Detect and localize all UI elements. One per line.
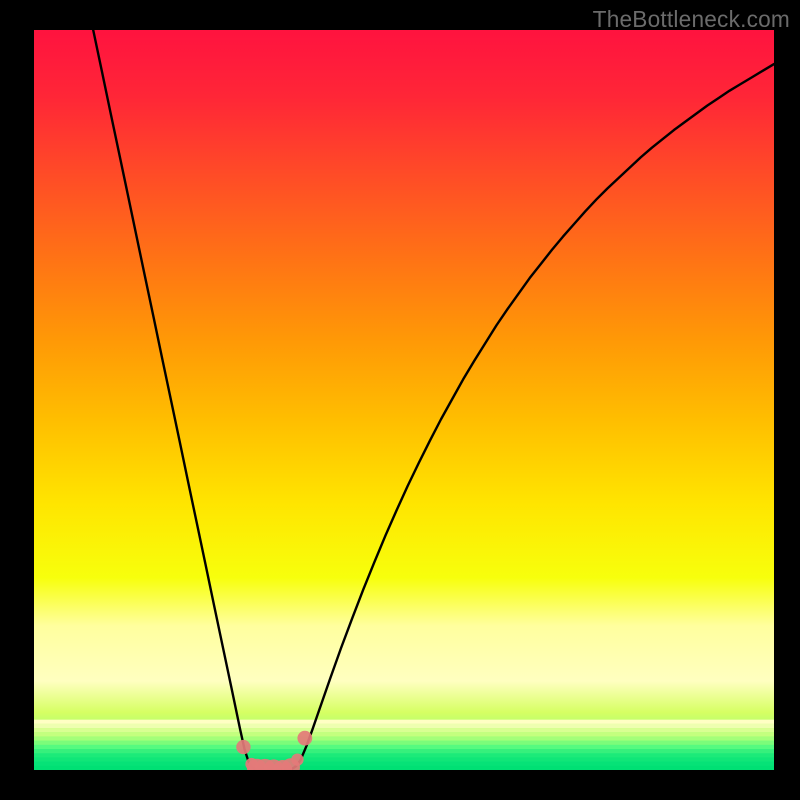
marker-dot [291,753,303,765]
bottleneck-plot [34,30,774,770]
gradient-background [34,30,774,770]
marker-dot [297,731,312,746]
marker-dot [236,740,250,754]
watermark-text: TheBottleneck.com [593,6,790,33]
green-band [34,720,774,770]
